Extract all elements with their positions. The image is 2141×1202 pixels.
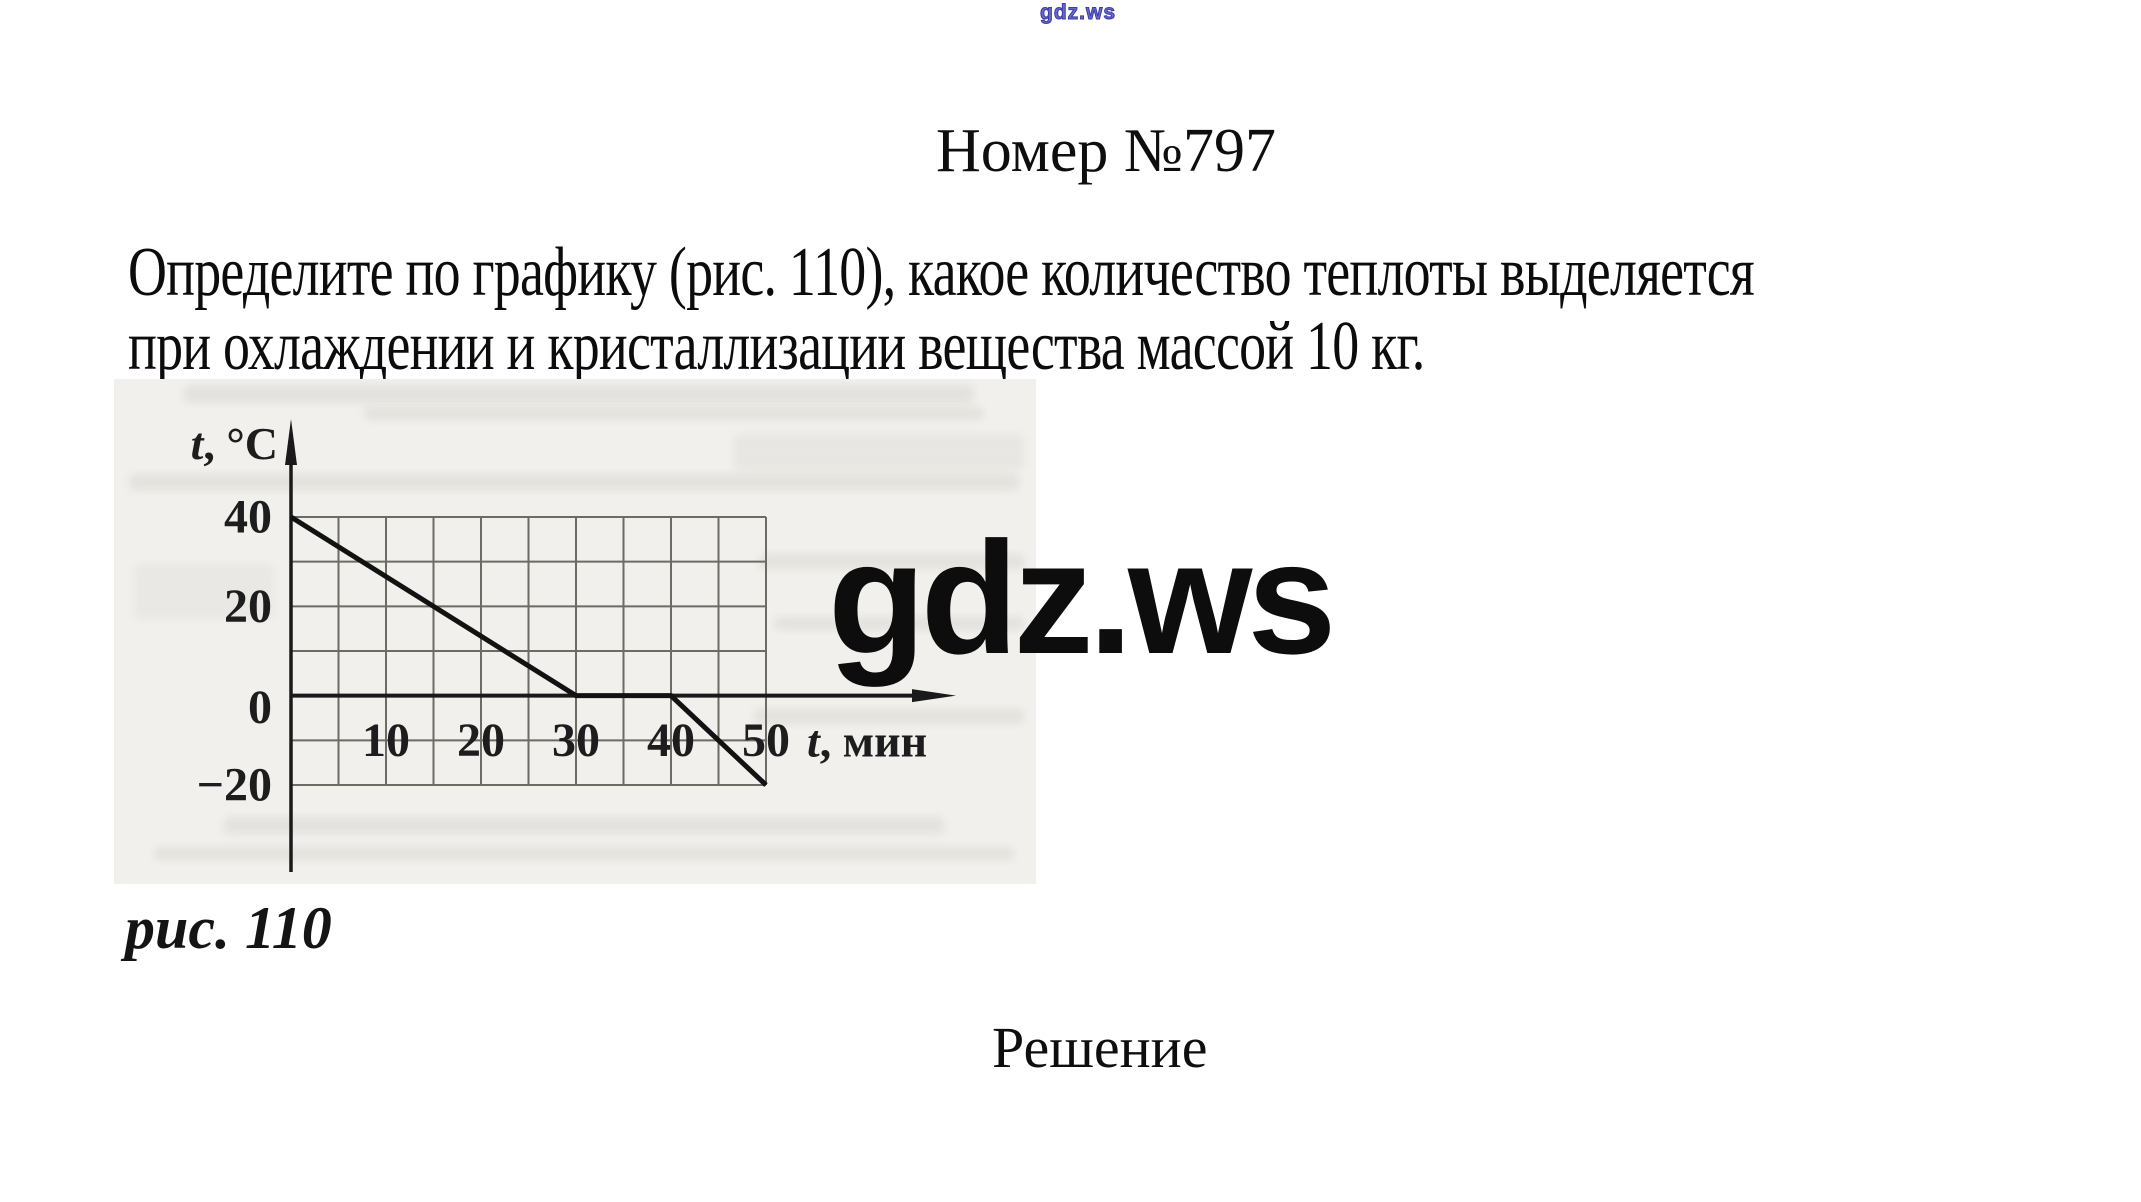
x-axis-label: t, мин — [807, 715, 927, 766]
temperature-time-chart: 40 20 0 −20 10 20 30 40 50 t, °C t, мин — [191, 418, 956, 872]
x-tick-label: 10 — [362, 714, 410, 767]
y-tick-label: 0 — [248, 681, 272, 734]
page-title: Номер №797 — [936, 117, 1277, 185]
problem-line-2: при охлаждении и кристаллизации вещества… — [128, 308, 1425, 385]
temperature-curve — [289, 514, 768, 787]
problem-line-1: Определите по графику (рис. 110), какое … — [128, 234, 1755, 311]
y-axis-arrow — [285, 419, 297, 465]
figure-caption: рис. 110 — [125, 895, 332, 961]
x-tick-label: 30 — [552, 714, 600, 767]
problem-text: Определите по графику (рис. 110), какое … — [128, 234, 1755, 385]
x-tick-label: 40 — [647, 714, 695, 767]
x-tick-label: 50 — [742, 714, 790, 767]
gdz-watermark: gdz.ws — [828, 508, 1336, 687]
y-axis-label: t, °C — [191, 418, 278, 469]
x-axis-arrow — [912, 689, 956, 703]
y-tick-label: 20 — [224, 580, 272, 633]
y-tick-label: −20 — [197, 759, 272, 812]
x-tick-label: 20 — [457, 714, 505, 767]
y-tick-label: 40 — [224, 491, 272, 544]
top-watermark: gdz.ws — [1039, 1, 1117, 25]
solution-heading: Решение — [992, 1015, 1208, 1080]
